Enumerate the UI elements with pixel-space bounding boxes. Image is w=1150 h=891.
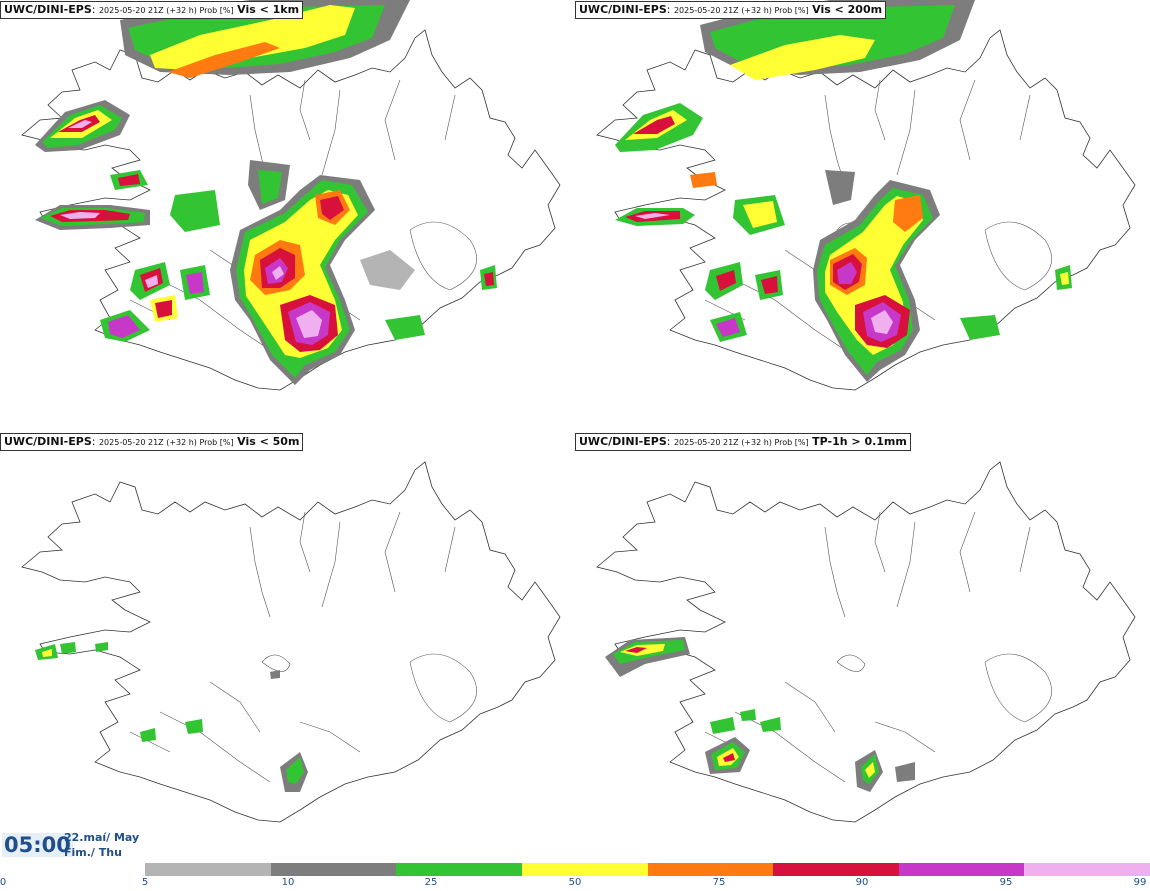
legend-swatch	[1024, 863, 1150, 876]
legend-tick-label: 50	[568, 877, 582, 888]
panel-title: UWC/DINI-EPS: 2025-05-20 21Z (+32 h) Pro…	[0, 433, 304, 451]
legend-swatch	[773, 863, 899, 876]
panel-title: UWC/DINI-EPS: 2025-05-20 21Z (+32 h) Pro…	[575, 1, 887, 19]
legend-tick-label: 10	[281, 877, 295, 888]
valid-time: 05:00	[2, 833, 73, 857]
panel-title: UWC/DINI-EPS: 2025-05-20 21Z (+32 h) Pro…	[0, 1, 304, 19]
legend-tick-label: 5	[141, 877, 149, 888]
legend-swatch	[521, 863, 648, 876]
valid-date-line2: Fim./ Thu	[64, 846, 122, 859]
map-panel-tp-1h: UWC/DINI-EPS: 2025-05-20 21Z (+32 h) Pro…	[575, 432, 1150, 862]
legend-tick-label: 99	[1133, 877, 1147, 888]
legend-colorbar	[145, 863, 1150, 876]
valid-date: 22.maí/ May Fim./ Thu	[64, 830, 139, 860]
map-panel-vis-1km: UWC/DINI-EPS: 2025-05-20 21Z (+32 h) Pro…	[0, 0, 575, 430]
legend-tick-label: 90	[855, 877, 869, 888]
map-panel-vis-200m: UWC/DINI-EPS: 2025-05-20 21Z (+32 h) Pro…	[575, 0, 1150, 430]
legend-swatch	[647, 863, 774, 876]
legend-swatch	[270, 863, 397, 876]
legend-swatch	[898, 863, 1025, 876]
legend-tick-label: 75	[712, 877, 726, 888]
panel-title: UWC/DINI-EPS: 2025-05-20 21Z (+32 h) Pro…	[575, 433, 911, 451]
legend-tick-label: 0	[0, 877, 7, 888]
legend-swatch	[396, 863, 522, 876]
legend-ticks: 0 5 10 25 50 75 90 95 99	[0, 877, 1150, 891]
legend-swatch	[145, 863, 271, 876]
legend-tick-label: 25	[424, 877, 438, 888]
legend-tick-label: 95	[999, 877, 1013, 888]
map-panel-vis-50m: UWC/DINI-EPS: 2025-05-20 21Z (+32 h) Pro…	[0, 432, 575, 862]
valid-date-line1: 22.maí/ May	[64, 831, 140, 844]
